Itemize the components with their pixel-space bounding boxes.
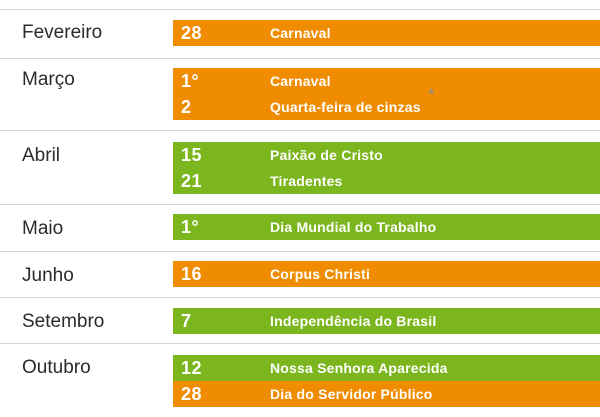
holiday-name: Nossa Senhora Aparecida bbox=[270, 360, 448, 376]
month-row-abril: Abril 15 Paixão de Cristo 21 Tiradentes bbox=[0, 131, 600, 205]
month-row-fevereiro: Fevereiro 28 Carnaval bbox=[0, 9, 600, 59]
month-name: Outubro bbox=[22, 357, 91, 378]
holiday-bar: 1° Carnaval bbox=[173, 68, 600, 94]
month-name: Maio bbox=[22, 218, 64, 239]
footnote-asterisk: * bbox=[428, 85, 435, 104]
month-row-maio: Maio 1° Dia Mundial do Trabalho bbox=[0, 205, 600, 252]
holiday-name: Dia do Servidor Público bbox=[270, 386, 433, 402]
holiday-day: 7 bbox=[181, 311, 192, 331]
holiday-day: 16 bbox=[181, 264, 203, 284]
holiday-day: 15 bbox=[181, 145, 203, 165]
month-name: Março bbox=[22, 69, 75, 90]
holiday-day: 1° bbox=[181, 71, 200, 91]
holiday-name: Tiradentes bbox=[270, 173, 343, 189]
month-name: Setembro bbox=[22, 311, 105, 332]
holiday-name: Independência do Brasil bbox=[270, 313, 437, 329]
holiday-day: 1° bbox=[181, 217, 200, 237]
holiday-bar: 16 Corpus Christi bbox=[173, 261, 600, 287]
holiday-name: Dia Mundial do Trabalho bbox=[270, 219, 437, 235]
holiday-day: 12 bbox=[181, 358, 203, 378]
holiday-name: Paixão de Cristo bbox=[270, 147, 383, 163]
month-row-outubro: Outubro 12 Nossa Senhora Aparecida 28 Di… bbox=[0, 344, 600, 417]
top-divider bbox=[0, 0, 600, 10]
holiday-day: 28 bbox=[181, 384, 203, 404]
holiday-day: 28 bbox=[181, 23, 203, 43]
holiday-day: 21 bbox=[181, 171, 203, 191]
holiday-bar: 1° Dia Mundial do Trabalho bbox=[173, 214, 600, 240]
holiday-bar: 28 Dia do Servidor Público bbox=[173, 381, 600, 407]
holiday-name: Carnaval bbox=[270, 25, 331, 41]
holiday-bar: 2 Quarta-feira de cinzas bbox=[173, 94, 600, 120]
holiday-bar: 15 Paixão de Cristo bbox=[173, 142, 600, 168]
month-row-marco: Março 1° Carnaval 2 Quarta-feira de cinz… bbox=[0, 59, 600, 131]
holiday-bar: 28 Carnaval bbox=[173, 20, 600, 46]
holiday-day: 2 bbox=[181, 97, 192, 117]
holiday-bar: 12 Nossa Senhora Aparecida bbox=[173, 355, 600, 381]
holiday-name: Carnaval bbox=[270, 73, 331, 89]
month-row-setembro: Setembro 7 Independência do Brasil bbox=[0, 298, 600, 344]
holiday-bar: 7 Independência do Brasil bbox=[173, 308, 600, 334]
holiday-name: Corpus Christi bbox=[270, 266, 371, 282]
holiday-name: Quarta-feira de cinzas bbox=[270, 99, 421, 115]
month-name: Fevereiro bbox=[22, 22, 103, 43]
month-name: Junho bbox=[22, 265, 74, 286]
month-row-junho: Junho 16 Corpus Christi bbox=[0, 252, 600, 298]
month-name: Abril bbox=[22, 145, 61, 166]
holiday-bar: 21 Tiradentes bbox=[173, 168, 600, 194]
